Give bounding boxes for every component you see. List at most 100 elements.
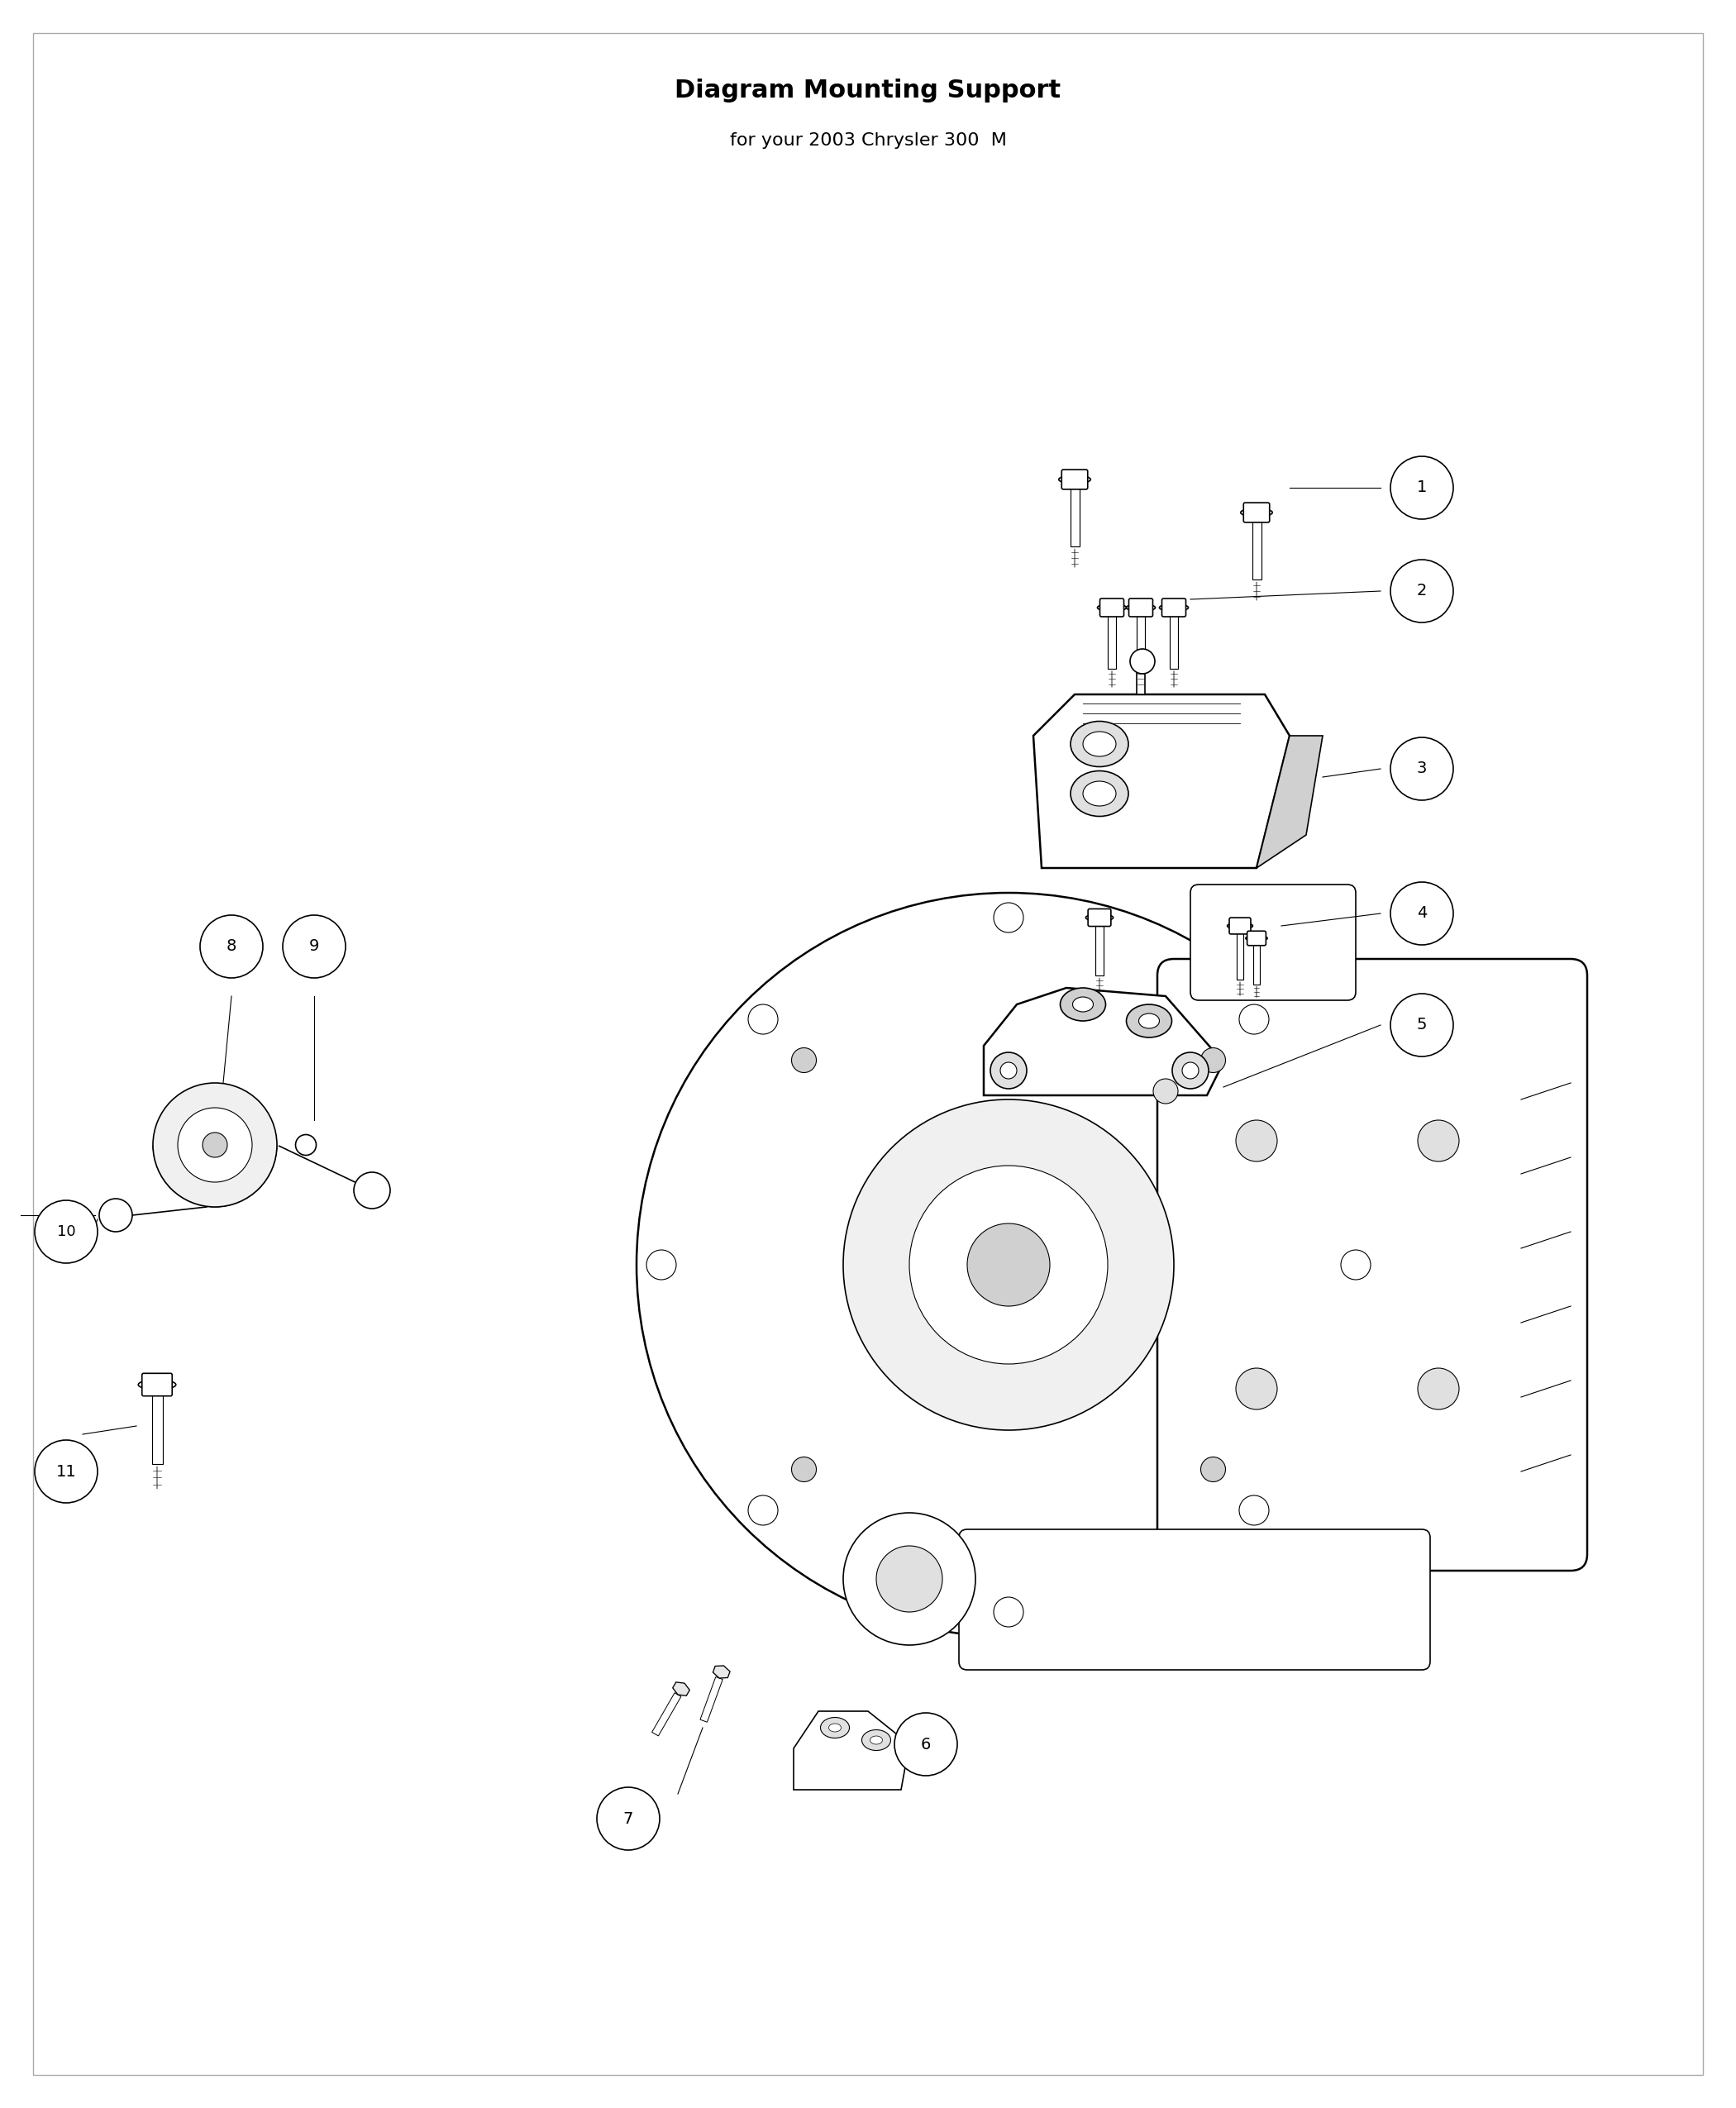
- Circle shape: [637, 894, 1380, 1636]
- Circle shape: [990, 1052, 1026, 1088]
- Circle shape: [283, 915, 345, 978]
- FancyBboxPatch shape: [1088, 909, 1111, 925]
- Circle shape: [967, 1223, 1050, 1307]
- Bar: [1137, 616, 1146, 668]
- FancyBboxPatch shape: [958, 1528, 1430, 1670]
- Circle shape: [877, 1545, 943, 1613]
- Polygon shape: [713, 1665, 731, 1678]
- Circle shape: [1391, 455, 1453, 519]
- Circle shape: [153, 1084, 278, 1208]
- Bar: [1236, 932, 1243, 980]
- Bar: [1137, 662, 1146, 694]
- Circle shape: [1391, 881, 1453, 944]
- Bar: [653, 1693, 681, 1735]
- Circle shape: [894, 1714, 957, 1775]
- Text: 3: 3: [1417, 761, 1427, 776]
- Text: 6: 6: [920, 1737, 930, 1752]
- Circle shape: [1391, 993, 1453, 1056]
- Circle shape: [792, 1457, 816, 1482]
- Circle shape: [844, 1100, 1174, 1429]
- Text: for your 2003 Chrysler 300  M: for your 2003 Chrysler 300 M: [729, 133, 1007, 150]
- Polygon shape: [1033, 694, 1290, 868]
- Circle shape: [1236, 1119, 1278, 1162]
- Text: 5: 5: [1417, 1018, 1427, 1033]
- Polygon shape: [793, 1712, 910, 1790]
- Circle shape: [748, 1003, 778, 1035]
- Text: 2: 2: [1417, 584, 1427, 599]
- Ellipse shape: [870, 1737, 882, 1743]
- Polygon shape: [672, 1682, 689, 1695]
- Circle shape: [597, 1788, 660, 1851]
- Text: 8: 8: [226, 938, 236, 955]
- Circle shape: [1201, 1457, 1226, 1482]
- Text: Diagram Mounting Support: Diagram Mounting Support: [675, 78, 1061, 103]
- Circle shape: [354, 1172, 391, 1208]
- FancyBboxPatch shape: [1128, 599, 1153, 618]
- Circle shape: [1240, 1495, 1269, 1526]
- FancyBboxPatch shape: [1243, 502, 1269, 523]
- Circle shape: [35, 1199, 97, 1263]
- Ellipse shape: [1246, 936, 1267, 940]
- FancyBboxPatch shape: [1158, 959, 1587, 1570]
- Bar: [1108, 616, 1116, 668]
- Ellipse shape: [821, 1718, 849, 1739]
- FancyBboxPatch shape: [1161, 599, 1186, 618]
- Ellipse shape: [139, 1381, 175, 1389]
- Ellipse shape: [1071, 721, 1128, 767]
- Circle shape: [910, 1166, 1108, 1364]
- Circle shape: [1418, 1368, 1458, 1410]
- Ellipse shape: [295, 1134, 316, 1155]
- Polygon shape: [1257, 736, 1323, 868]
- Circle shape: [1201, 1048, 1226, 1073]
- Circle shape: [1130, 649, 1154, 675]
- Text: 9: 9: [309, 938, 319, 955]
- FancyBboxPatch shape: [142, 1372, 172, 1395]
- Circle shape: [1240, 1003, 1269, 1035]
- Circle shape: [1236, 1368, 1278, 1410]
- Circle shape: [993, 902, 1024, 932]
- Circle shape: [1418, 1119, 1458, 1162]
- Ellipse shape: [1227, 923, 1253, 930]
- Bar: [1252, 521, 1260, 580]
- Circle shape: [844, 1514, 976, 1644]
- FancyBboxPatch shape: [1246, 932, 1266, 946]
- Circle shape: [1340, 1250, 1371, 1280]
- Circle shape: [748, 1495, 778, 1526]
- Circle shape: [203, 1132, 227, 1157]
- Circle shape: [1000, 1062, 1017, 1079]
- FancyBboxPatch shape: [1101, 599, 1123, 618]
- Text: 10: 10: [57, 1225, 75, 1240]
- Text: 4: 4: [1417, 906, 1427, 921]
- FancyBboxPatch shape: [1229, 917, 1250, 934]
- Ellipse shape: [861, 1731, 891, 1750]
- Circle shape: [1153, 1079, 1179, 1105]
- Circle shape: [1172, 1052, 1208, 1088]
- Bar: [1069, 487, 1080, 546]
- Ellipse shape: [1083, 782, 1116, 805]
- Polygon shape: [984, 989, 1224, 1096]
- Circle shape: [177, 1107, 252, 1183]
- Ellipse shape: [1061, 989, 1106, 1020]
- Ellipse shape: [1071, 772, 1128, 816]
- FancyBboxPatch shape: [1191, 885, 1356, 1001]
- Ellipse shape: [1139, 1014, 1160, 1029]
- Ellipse shape: [1127, 603, 1154, 611]
- Circle shape: [200, 915, 262, 978]
- Ellipse shape: [1160, 603, 1189, 611]
- Ellipse shape: [828, 1724, 842, 1733]
- Bar: [700, 1676, 722, 1722]
- FancyArrowPatch shape: [279, 1147, 361, 1185]
- Text: 7: 7: [623, 1811, 634, 1826]
- Circle shape: [1182, 1062, 1198, 1079]
- Bar: [1095, 925, 1104, 976]
- Ellipse shape: [1085, 915, 1113, 921]
- Bar: [1253, 944, 1260, 984]
- Bar: [1170, 616, 1179, 668]
- Ellipse shape: [1073, 997, 1094, 1012]
- Text: 11: 11: [56, 1463, 76, 1480]
- Ellipse shape: [1127, 1003, 1172, 1037]
- Circle shape: [792, 1048, 816, 1073]
- Circle shape: [646, 1250, 677, 1280]
- FancyBboxPatch shape: [1062, 470, 1088, 489]
- Circle shape: [1391, 559, 1453, 622]
